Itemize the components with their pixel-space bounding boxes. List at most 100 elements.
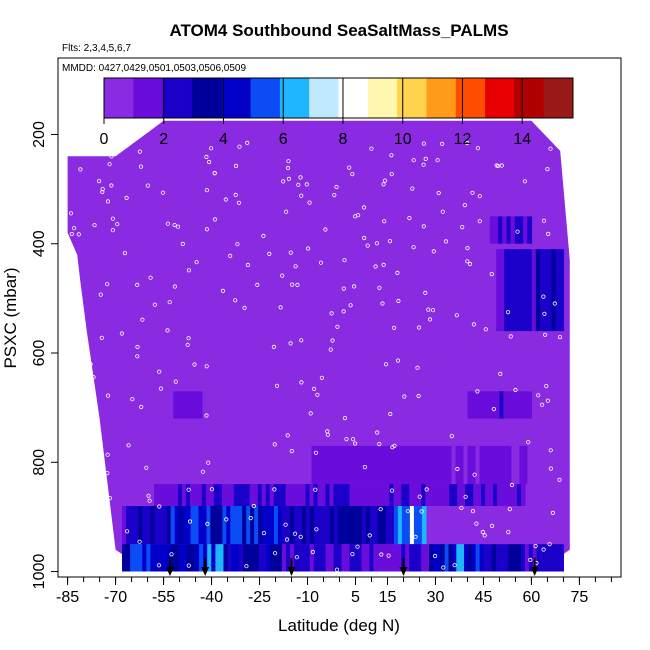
heatmap-cell: [517, 484, 522, 506]
heatmap-cell: [417, 544, 422, 572]
colorbar-swatch: [162, 78, 193, 118]
sample-marker: [288, 341, 293, 346]
sample-marker: [395, 358, 401, 363]
heatmap-cell: [551, 249, 557, 332]
x-tick-label: -85: [56, 589, 79, 606]
heatmap-cell: [197, 484, 203, 506]
sample-marker: [245, 140, 250, 145]
heatmap-cell: [544, 544, 549, 572]
heatmap-cell: [520, 544, 526, 572]
sample-marker: [550, 510, 556, 516]
sample-marker: [424, 487, 429, 492]
heatmap-cell: [536, 544, 541, 572]
heatmap-cell: [507, 445, 512, 485]
sample-marker: [427, 317, 433, 322]
sample-marker: [351, 284, 357, 289]
heatmap-cell: [483, 544, 489, 572]
heatmap-cell: [361, 484, 366, 506]
heatmap-cell: [483, 391, 488, 419]
colorbar-tick-label: 0: [100, 131, 109, 148]
heatmap-cell: [397, 544, 402, 572]
heatmap-cell: [194, 506, 200, 545]
sample-marker: [426, 307, 431, 312]
sample-marker: [471, 322, 476, 327]
sample-marker: [100, 187, 105, 192]
heatmap-cell: [309, 506, 315, 545]
sample-marker: [350, 172, 355, 177]
heatmap-cell: [357, 484, 363, 506]
heatmap-cell: [345, 506, 351, 545]
heatmap-cell: [337, 506, 343, 545]
heatmap-cell: [499, 445, 504, 485]
heatmap-cell: [257, 484, 263, 506]
heatmap-cell: [158, 506, 164, 545]
x-tick-label: -25: [248, 589, 271, 606]
sample-marker: [381, 182, 386, 187]
sample-marker: [423, 290, 428, 295]
sample-marker: [526, 440, 531, 445]
sample-marker: [430, 308, 436, 313]
sample-marker: [233, 298, 238, 303]
colorbar-swatch: [133, 78, 164, 118]
sample-marker: [410, 186, 415, 191]
sample-marker: [382, 219, 387, 224]
heatmap-cell: [495, 544, 501, 572]
sample-marker: [261, 233, 266, 238]
sample-marker: [206, 460, 211, 465]
heatmap-cell: [403, 445, 409, 485]
heatmap-cell: [457, 484, 462, 506]
sample-marker: [97, 179, 102, 184]
sample-marker: [289, 282, 295, 287]
sample-marker: [386, 553, 391, 558]
sample-marker: [334, 567, 340, 572]
sample-marker: [72, 226, 77, 231]
sample-marker: [135, 354, 140, 359]
heatmap-cell: [229, 484, 235, 506]
sample-marker: [299, 193, 304, 198]
heatmap-cell: [559, 249, 565, 332]
colorbar-swatch: [309, 78, 339, 118]
sample-marker: [173, 379, 178, 384]
sample-marker: [109, 183, 114, 188]
sample-marker: [491, 406, 496, 412]
heatmap-cell: [397, 506, 403, 545]
sample-marker: [212, 171, 217, 176]
sample-marker: [204, 188, 209, 193]
sample-marker: [435, 158, 440, 163]
heatmap-cell: [154, 484, 159, 506]
heatmap-cell: [409, 484, 414, 506]
sample-marker: [417, 494, 422, 499]
sample-marker: [224, 517, 229, 522]
x-axis-label: Latitude (deg N): [278, 616, 400, 635]
heatmap-cell: [393, 506, 399, 545]
heatmap-cell: [210, 506, 215, 545]
sample-marker: [105, 393, 111, 398]
sample-marker: [272, 487, 277, 492]
sample-marker: [421, 224, 426, 229]
sample-marker: [194, 260, 199, 265]
heatmap-cell: [401, 506, 407, 545]
sample-marker: [330, 338, 335, 343]
heatmap-cell: [393, 544, 398, 572]
heatmap-cell: [293, 544, 299, 572]
heatmap-cell: [405, 484, 410, 506]
heatmap-cell: [399, 445, 405, 485]
heatmap-cell: [493, 484, 498, 506]
sample-marker: [452, 563, 457, 568]
latitude-arrow-head: [530, 567, 539, 576]
sample-marker: [284, 537, 290, 542]
sample-marker: [542, 311, 547, 316]
sample-marker: [251, 503, 256, 509]
heatmap-cell: [499, 391, 504, 419]
heatmap-cell: [551, 544, 557, 572]
heatmap-cell: [347, 445, 353, 485]
sample-marker: [548, 466, 554, 471]
sample-marker: [308, 411, 313, 416]
sample-marker: [220, 288, 225, 293]
heatmap-cell: [158, 544, 164, 572]
heatmap-cell: [174, 506, 180, 545]
sample-marker: [341, 286, 346, 291]
heatmap-cell: [489, 484, 494, 506]
heatmap-cell: [329, 506, 335, 545]
heatmap-cell: [166, 544, 172, 572]
